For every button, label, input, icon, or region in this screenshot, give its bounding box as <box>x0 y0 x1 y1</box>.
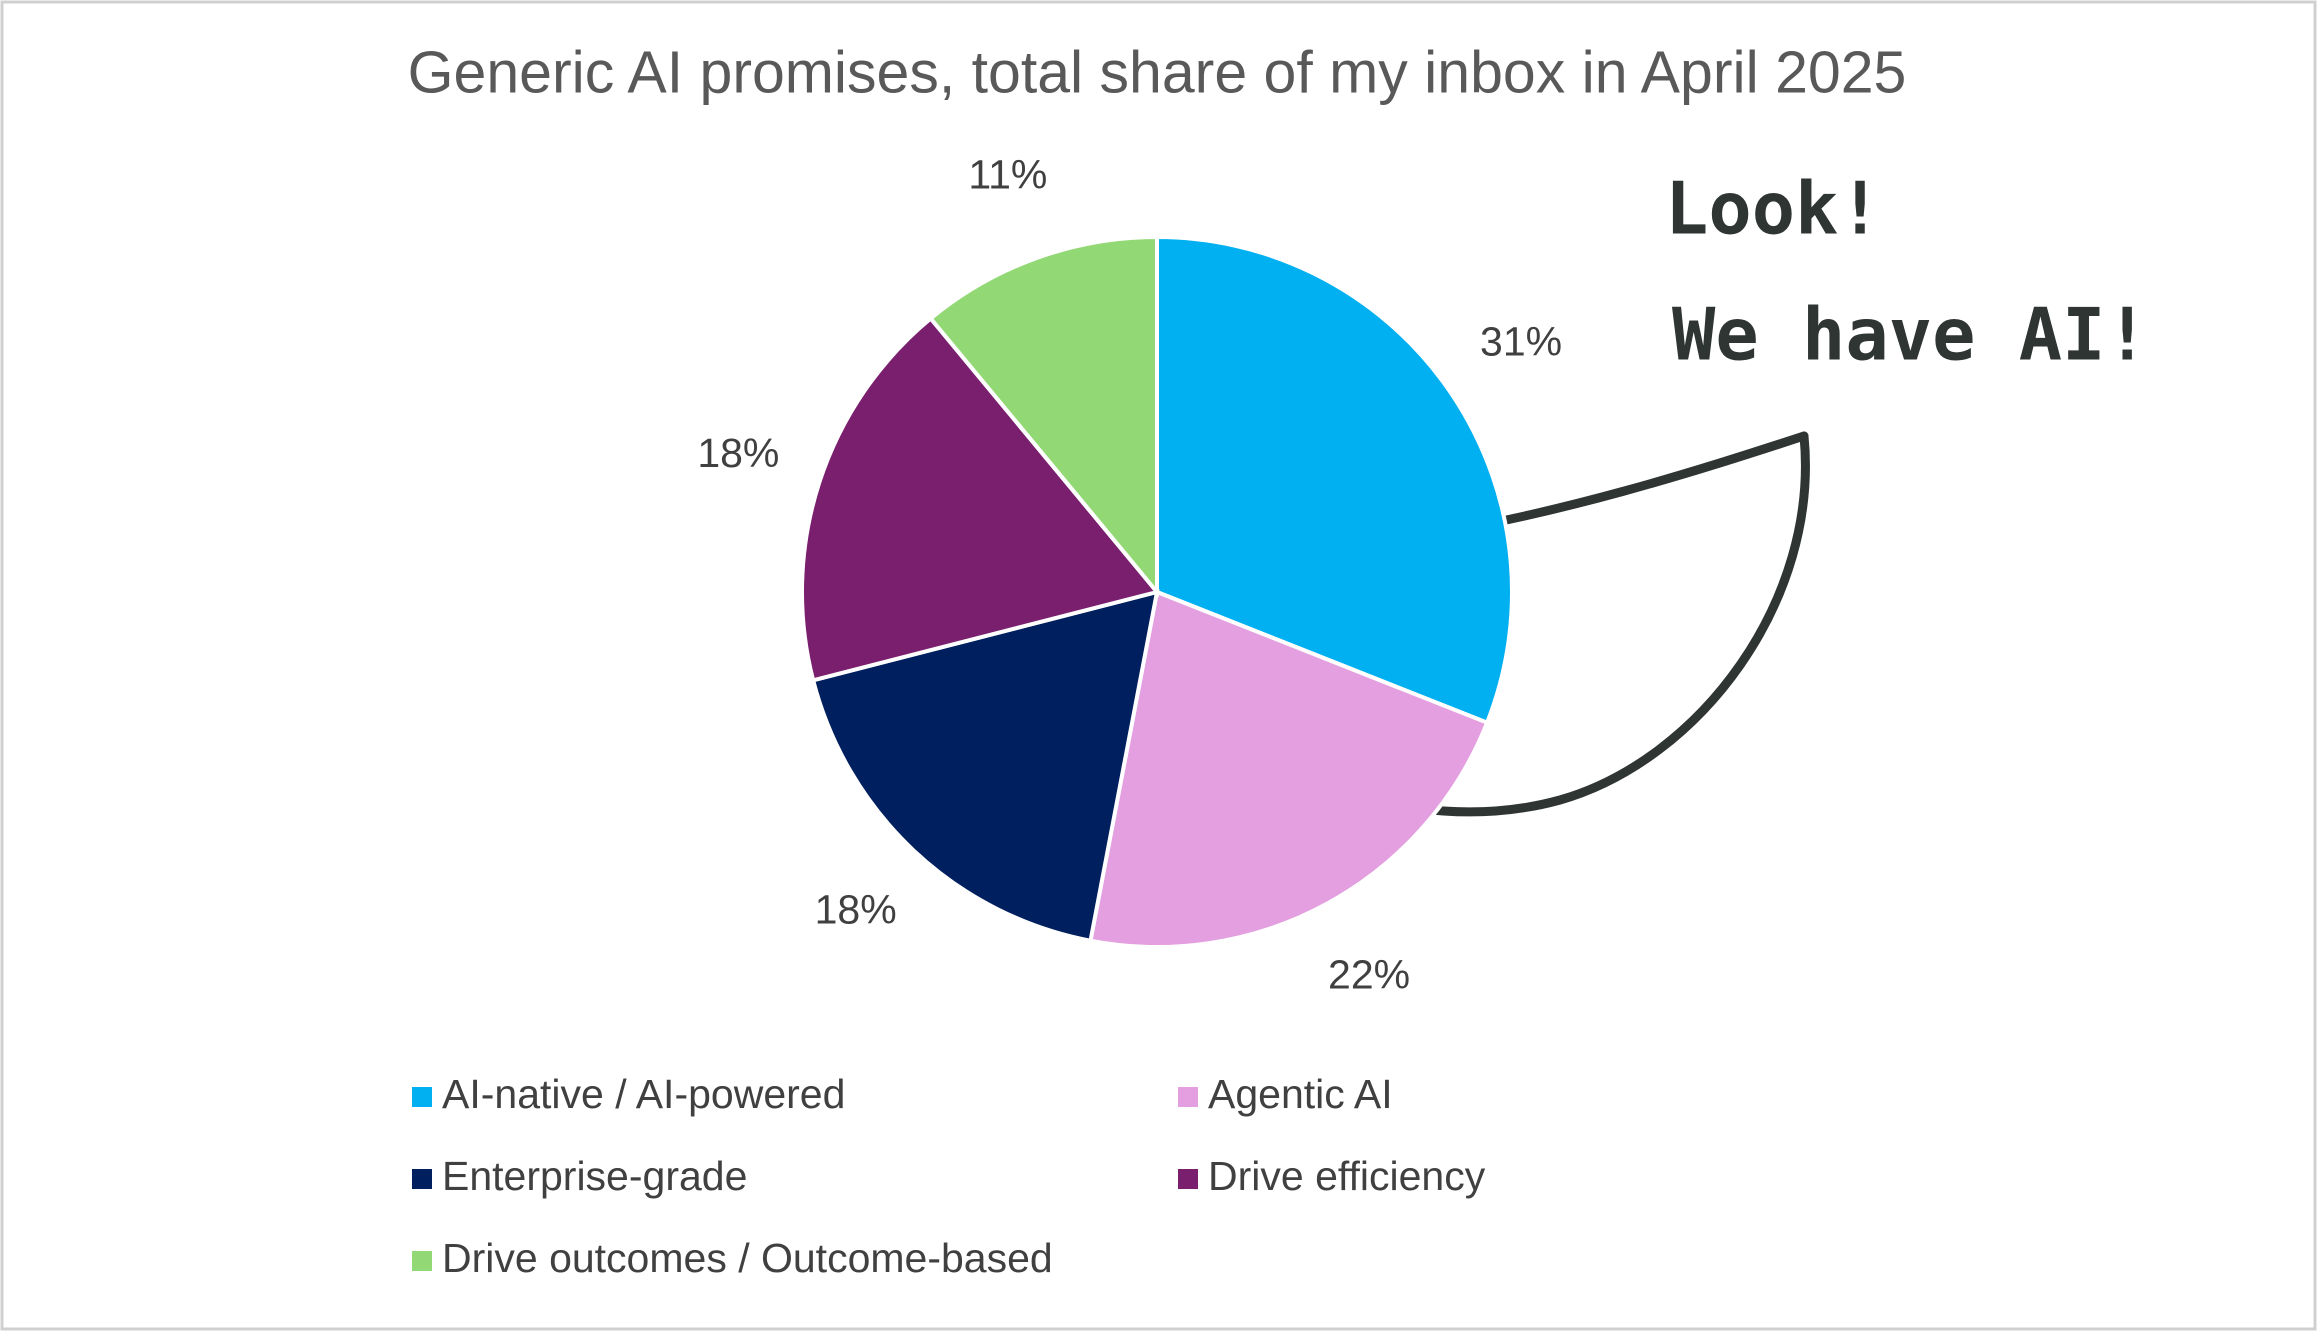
legend-label: Drive outcomes / Outcome-based <box>442 1235 1053 1281</box>
value-label: 18% <box>697 430 779 476</box>
legend-label: Agentic AI <box>1208 1071 1393 1117</box>
legend-swatch <box>412 1087 432 1107</box>
pie <box>800 234 1514 949</box>
value-label: 11% <box>968 152 1047 198</box>
pie-slice <box>800 315 1161 683</box>
annotation: We have AI! <box>1672 293 2149 377</box>
pie-slice <box>927 234 1159 598</box>
chart-title: Generic AI promises, total share of my i… <box>408 40 1907 106</box>
pie-slice <box>810 589 1160 944</box>
legend-swatch <box>1178 1169 1198 1189</box>
value-label: 31% <box>1480 318 1562 364</box>
legend-swatch <box>412 1169 432 1189</box>
legend-swatch <box>412 1251 432 1271</box>
annotation: Look! <box>1665 167 1882 251</box>
legend-label: AI-native / AI-powered <box>442 1071 845 1117</box>
pie-slice <box>1088 589 1490 949</box>
legend-swatch <box>1178 1087 1198 1107</box>
legend-label: Enterprise-grade <box>442 1153 747 1199</box>
value-label: 18% <box>815 887 897 933</box>
value-label: 22% <box>1328 952 1410 998</box>
pie-slice <box>1155 234 1514 726</box>
legend-label: Drive efficiency <box>1208 1153 1486 1199</box>
